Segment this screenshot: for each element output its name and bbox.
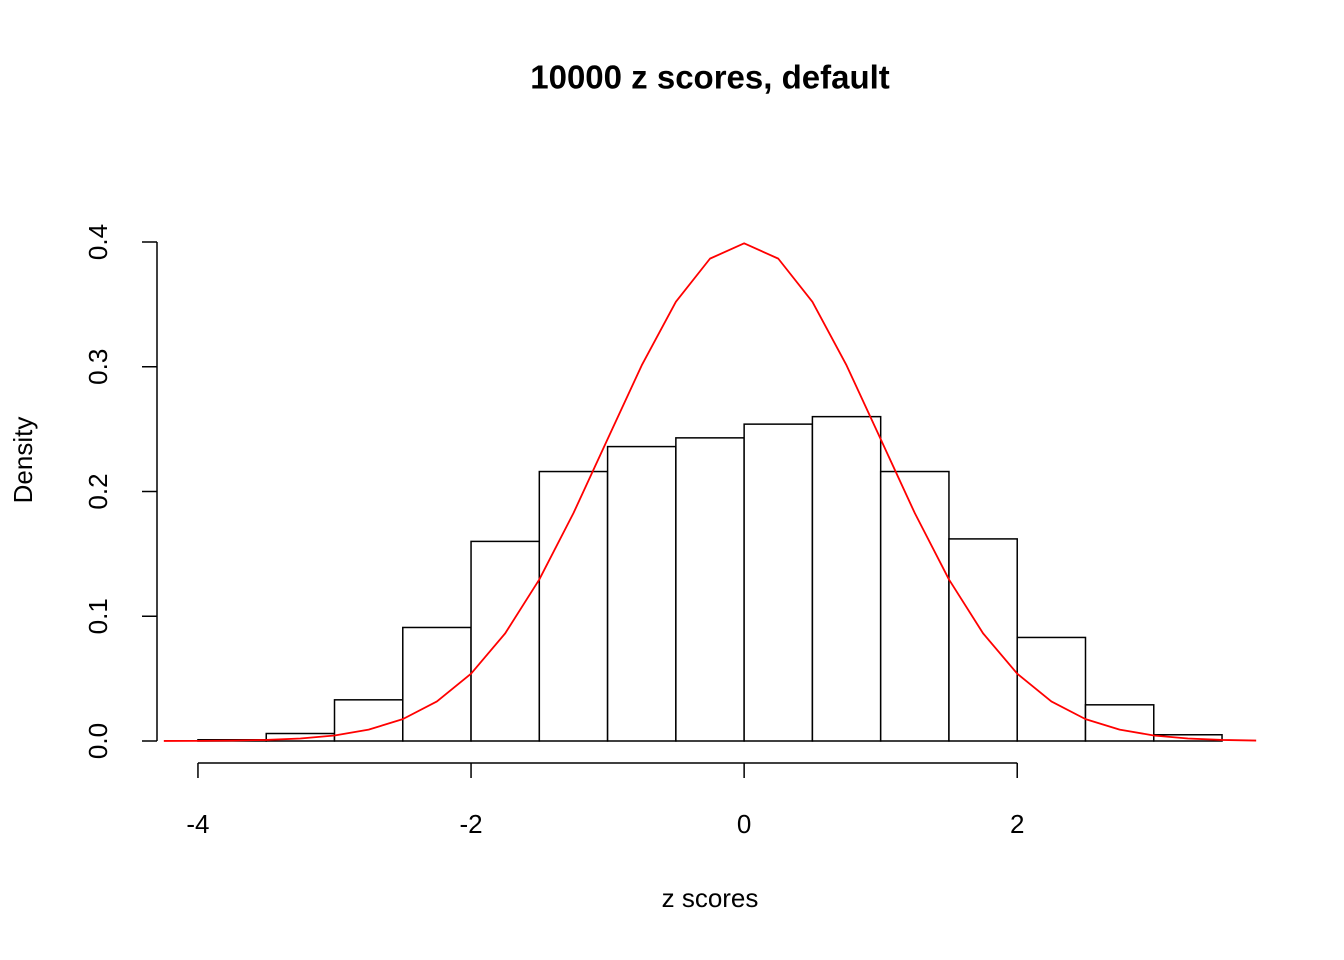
- bar: [948, 538, 1018, 742]
- x-tick-label: -2: [459, 809, 482, 839]
- y-tick-label: 0.0: [83, 723, 113, 759]
- x-tick-label: 2: [1010, 809, 1024, 839]
- bar: [333, 699, 404, 742]
- density-curve: [163, 242, 1257, 742]
- chart-title: 10000 z scores, default: [530, 59, 890, 96]
- bar: [811, 415, 882, 742]
- bar: [675, 437, 745, 742]
- y-tick-label: 0.1: [83, 598, 113, 634]
- bar: [743, 423, 814, 742]
- x-tick-label: 0: [737, 809, 751, 839]
- bar: [402, 626, 472, 742]
- x-tick-label: -4: [186, 809, 209, 839]
- y-tick-label: 0.3: [83, 349, 113, 385]
- bar: [606, 445, 677, 742]
- y-tick-label: 0.4: [83, 224, 113, 260]
- y-axis-label: Density: [8, 417, 38, 504]
- x-axis-label: z scores: [662, 883, 759, 913]
- bar: [470, 540, 541, 742]
- bar: [538, 470, 609, 742]
- y-tick-label: 0.2: [83, 473, 113, 509]
- bar: [1016, 636, 1087, 742]
- bar: [879, 470, 950, 742]
